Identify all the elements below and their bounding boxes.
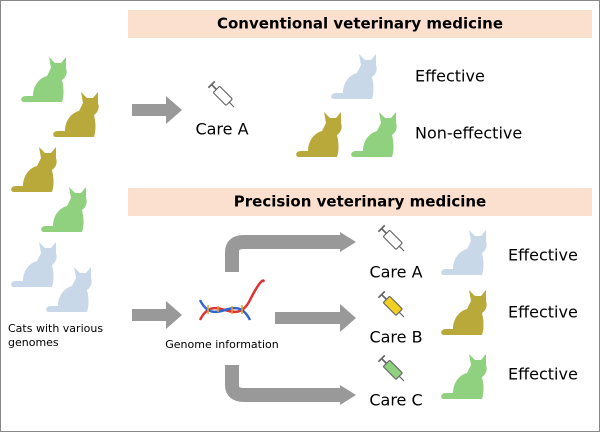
syringe-icon bbox=[377, 290, 409, 322]
cat-icon bbox=[441, 290, 487, 335]
outcome-label: Effective bbox=[508, 303, 578, 322]
arrow bbox=[132, 301, 182, 329]
cat-icon bbox=[296, 112, 342, 157]
cat-icon bbox=[21, 57, 67, 102]
arrow-head bbox=[340, 232, 356, 252]
outcome-label: Effective bbox=[508, 246, 578, 265]
care-label: Care B bbox=[369, 328, 422, 347]
input-label-box: Cats with various genomes bbox=[8, 322, 104, 349]
care-label: Care A bbox=[195, 120, 248, 139]
input-label: Cats with various genomes bbox=[8, 322, 104, 349]
arrow bbox=[275, 304, 356, 332]
care-label: Care C bbox=[369, 391, 422, 410]
cat-icon bbox=[441, 354, 487, 399]
cat-icon bbox=[351, 112, 397, 157]
cat-icon bbox=[441, 230, 487, 275]
header-bar bbox=[128, 10, 592, 38]
syringe-icon bbox=[207, 80, 239, 112]
cat-icon bbox=[331, 54, 377, 99]
syringe-icon bbox=[377, 224, 409, 256]
header-bar bbox=[128, 188, 592, 216]
arrow bbox=[225, 365, 342, 402]
genome-label: Genome information bbox=[165, 338, 278, 351]
outcome-label: Non-effective bbox=[415, 124, 522, 143]
section-title: Precision veterinary medicine bbox=[234, 193, 486, 211]
care-label: Care A bbox=[369, 263, 422, 282]
arrow bbox=[132, 96, 182, 124]
cat-icon bbox=[11, 147, 57, 192]
outcome-label: Effective bbox=[415, 67, 485, 86]
outcome-label: Effective bbox=[508, 365, 578, 384]
arrow-head bbox=[340, 385, 356, 405]
dna-icon bbox=[198, 279, 265, 321]
cat-icon bbox=[41, 187, 87, 232]
arrow bbox=[225, 235, 342, 272]
cat-icon bbox=[11, 242, 57, 287]
cat-group bbox=[11, 57, 99, 312]
section-title: Conventional veterinary medicine bbox=[217, 15, 503, 33]
syringe-icon bbox=[377, 354, 409, 386]
